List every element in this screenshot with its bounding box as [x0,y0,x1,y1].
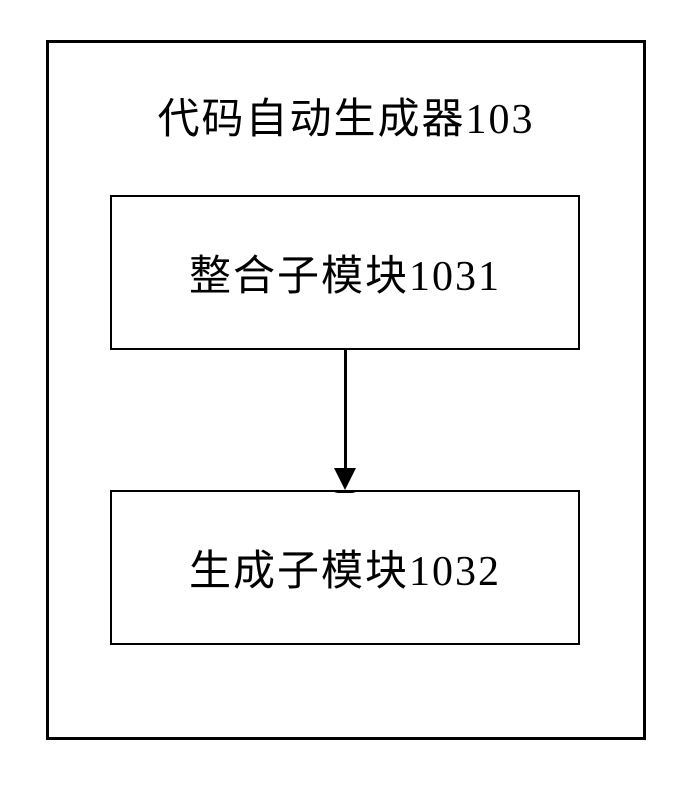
integration-submodule-box: 整合子模块1031 [110,195,580,350]
arrow-head-icon [334,468,356,493]
integration-submodule-label: 整合子模块1031 [189,242,501,303]
diagram-title: 代码自动生成器103 [46,85,646,146]
generation-submodule-label: 生成子模块1032 [189,537,501,598]
arrow-line [344,350,347,470]
generation-submodule-box: 生成子模块1032 [110,490,580,645]
